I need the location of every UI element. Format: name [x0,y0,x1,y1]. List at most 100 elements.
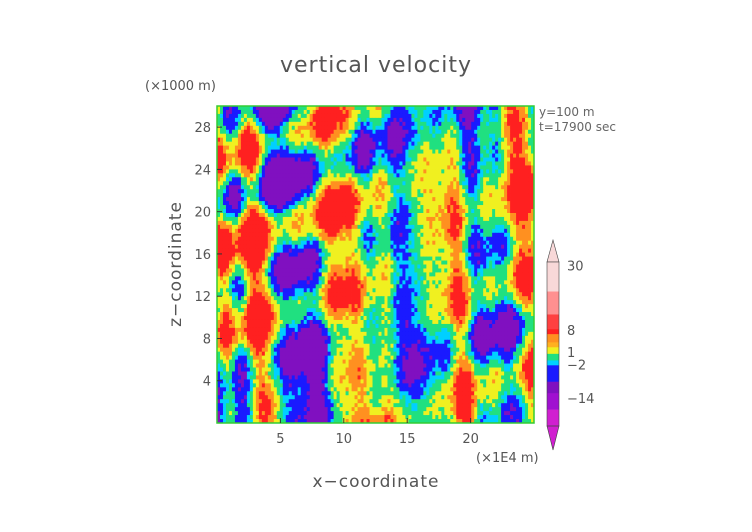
field-cell [408,157,412,162]
field-cell [519,109,523,115]
field-cell [489,137,493,143]
field-cell [315,181,320,186]
field-cell [252,161,257,166]
field-cell [234,260,239,265]
field-cell [348,284,352,289]
field-cell [486,193,490,198]
field-cell [489,193,493,198]
field-cell [255,157,260,162]
field-cell [336,268,341,273]
field-cell [510,109,514,115]
field-cell [297,224,302,230]
field-cell [279,201,284,206]
field-cell [249,193,254,198]
field-cell [237,189,242,194]
field-cell [222,252,227,257]
field-cell [429,240,433,246]
field-cell [312,117,317,123]
field-cell [243,161,248,166]
field-cell [243,232,248,238]
field-cell [300,236,305,242]
field-cell [246,244,251,250]
field-cell [222,189,227,194]
field-cell [366,224,370,230]
field-cell [228,292,233,297]
field-cell [294,288,299,293]
field-cell [510,201,514,206]
field-cell [513,125,517,131]
field-cell [321,209,326,214]
field-cell [444,260,448,265]
field-cell [276,129,281,135]
field-cell [288,121,293,127]
field-cell [450,185,454,190]
field-cell [273,157,278,162]
field-cell [483,165,487,170]
field-cell [504,177,508,182]
field-cell [459,212,463,218]
field-cell [417,268,421,273]
field-cell [507,113,511,119]
field-cell [468,197,472,202]
field-cell [252,149,257,154]
field-cell [333,125,338,131]
field-cell [486,185,490,190]
field-cell [447,106,451,111]
field-cell [381,268,385,273]
field-cell [222,272,227,277]
field-cell [435,141,439,147]
field-cell [255,272,260,277]
field-cell [477,165,481,170]
field-cell [300,141,305,147]
field-cell [390,189,394,194]
field-cell [450,228,454,234]
field-cell [243,228,248,234]
field-cell [450,201,454,206]
field-cell [264,129,269,135]
field-cell [282,212,287,218]
field-cell [312,220,317,226]
field-cell [459,252,463,257]
field-cell [303,133,308,139]
field-cell [396,240,400,246]
field-cell [234,197,239,202]
field-cell [315,228,320,234]
field-cell [429,264,433,269]
field-cell [339,256,343,261]
field-cell [258,109,263,115]
field-cell [486,260,490,265]
field-cell [438,264,442,269]
field-cell [396,177,400,182]
field-cell [306,248,311,254]
field-cell [459,129,463,135]
field-cell [351,165,355,170]
field-cell [507,232,511,238]
field-cell [516,193,520,198]
field-cell [267,209,272,214]
field-cell [288,276,293,281]
field-cell [291,236,296,242]
field-cell [228,205,233,210]
field-cell [327,177,332,182]
field-cell [297,193,302,198]
field-cell [234,224,239,230]
field-cell [447,256,451,261]
field-cell [381,280,385,285]
field-cell [217,117,221,123]
field-cell [528,197,532,202]
field-cell [510,145,514,150]
field-cell [348,125,352,131]
field-cell [279,216,284,222]
field-cell [441,272,445,277]
field-cell [378,209,382,214]
field-cell [321,284,326,289]
field-cell [384,109,388,115]
field-cell [462,189,466,194]
field-cell [351,106,355,111]
field-cell [465,288,469,293]
field-cell [480,106,484,111]
field-cell [369,117,373,123]
field-cell [288,288,293,293]
field-cell [441,244,445,250]
field-cell [372,129,376,135]
